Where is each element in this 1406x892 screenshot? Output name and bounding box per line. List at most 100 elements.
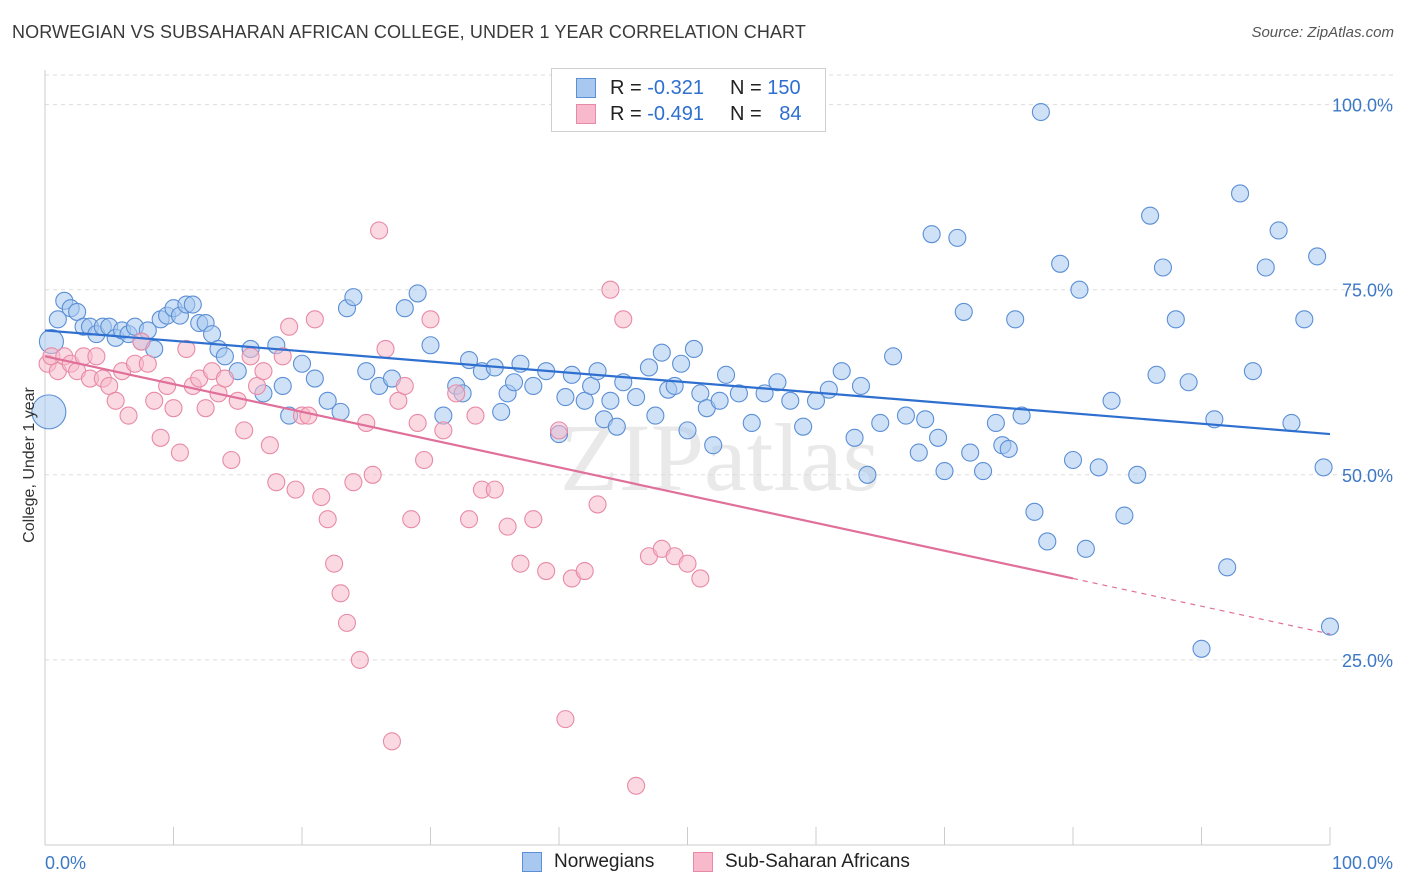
legend-item-africans[interactable]: Sub-Saharan Africans <box>693 851 910 873</box>
n-value: 150 <box>767 76 801 99</box>
africans-point <box>119 406 138 425</box>
norwegians-point <box>909 443 928 462</box>
africans-point <box>524 510 543 529</box>
africans-point <box>132 332 151 351</box>
n-value: 84 <box>779 102 802 125</box>
africans-point <box>331 584 350 603</box>
norwegians-point <box>832 362 851 381</box>
norwegians-point <box>215 347 234 366</box>
africans-point <box>170 443 189 462</box>
norwegians-point <box>1320 617 1340 636</box>
africans-point <box>402 510 421 529</box>
norwegians-point <box>1115 506 1134 525</box>
norwegians-point <box>492 402 511 421</box>
norwegians-point <box>1282 413 1301 433</box>
norwegians-point <box>961 443 980 462</box>
stats-legend: R = -0.321 N = 150 R = -0.491 N = 84 <box>551 68 826 132</box>
norwegians-point <box>588 362 607 381</box>
norwegians-point <box>935 462 954 481</box>
africans-point <box>164 399 183 418</box>
africans-point <box>614 310 633 329</box>
norwegians-point <box>794 417 813 436</box>
norwegians-point <box>395 299 414 318</box>
grid-lines <box>45 74 1395 661</box>
africans-point <box>145 391 164 410</box>
norwegians-legend-swatch <box>522 852 542 872</box>
africans-point <box>260 436 279 455</box>
africans-point <box>267 473 286 492</box>
series-legend: Norwegians Sub-Saharan Africans <box>0 851 1406 877</box>
africans-point <box>691 569 710 588</box>
norwegians-point <box>1038 532 1057 551</box>
africans-point <box>344 473 363 492</box>
africans-point <box>601 280 620 299</box>
africans-point <box>556 710 575 729</box>
norwegians-point <box>524 376 543 396</box>
norwegians-point <box>1243 362 1262 381</box>
norwegians-point <box>607 417 626 436</box>
africans-point <box>196 399 215 418</box>
africans-point <box>382 732 402 751</box>
africans-point <box>376 339 395 358</box>
x-tick-label-max: 100.0% <box>1332 853 1393 873</box>
chart-title: NORWEGIAN VS SUBSAHARAN AFRICAN COLLEGE,… <box>12 22 806 42</box>
africans-point <box>273 347 292 366</box>
norwegians-point <box>948 228 967 247</box>
norwegians-point <box>768 373 787 392</box>
norwegians-point <box>1089 458 1108 477</box>
norwegians-point <box>183 295 202 314</box>
x-tick-label-min: 0.0% <box>45 853 86 873</box>
africans-point <box>421 310 440 329</box>
y-tick-label: 50.0% <box>1342 466 1393 486</box>
r-value: -0.491 <box>647 102 704 125</box>
africans-point <box>228 391 247 410</box>
africans-point <box>588 495 607 514</box>
africans-point <box>87 347 106 366</box>
norwegians-point <box>556 388 575 407</box>
legend-item-norwegians[interactable]: Norwegians <box>522 851 654 873</box>
norwegians-point <box>1314 458 1333 477</box>
norwegians-trend-line <box>44 329 1331 436</box>
norwegians-point <box>716 365 736 384</box>
africans-point <box>138 354 157 373</box>
africans-legend-swatch <box>693 852 713 872</box>
axes <box>44 70 1331 846</box>
norwegians-point <box>845 428 864 447</box>
y-tick-label: 100.0% <box>1332 96 1393 116</box>
norwegians-point <box>562 365 581 384</box>
africans-point <box>415 450 434 470</box>
norwegians-point <box>48 310 67 329</box>
norwegians-point <box>1025 502 1044 521</box>
africans-point <box>395 376 414 396</box>
norwegians-point <box>627 388 646 407</box>
africans-point <box>222 450 241 470</box>
norwegians-point <box>916 410 935 429</box>
norwegians-point <box>742 413 761 433</box>
africans-point <box>235 421 254 440</box>
norwegians-point <box>710 391 729 410</box>
norwegians-point <box>1051 254 1070 273</box>
africans-point <box>434 421 453 440</box>
africans-point <box>485 480 504 499</box>
norwegians-point <box>1256 258 1275 277</box>
africans-point <box>357 413 376 433</box>
norwegians-point <box>1218 558 1237 577</box>
norwegians-point <box>1147 365 1166 384</box>
trend-lines <box>44 329 1331 635</box>
africans-point <box>151 428 170 447</box>
africans-point <box>318 510 337 529</box>
n-label: N = <box>729 102 762 125</box>
norwegians-point <box>652 343 671 362</box>
norwegians-point <box>1128 465 1147 484</box>
y-tick-label: 25.0% <box>1342 651 1393 671</box>
norwegians-point <box>684 339 703 358</box>
norwegians-point <box>408 284 427 303</box>
africans-point <box>286 480 305 499</box>
africans-point <box>549 421 569 440</box>
norwegians-point <box>305 369 324 388</box>
africans-point <box>337 613 357 632</box>
africans-point <box>537 562 556 581</box>
africans-point <box>280 317 299 336</box>
africans-point <box>305 310 324 329</box>
norwegians-point <box>31 394 67 430</box>
